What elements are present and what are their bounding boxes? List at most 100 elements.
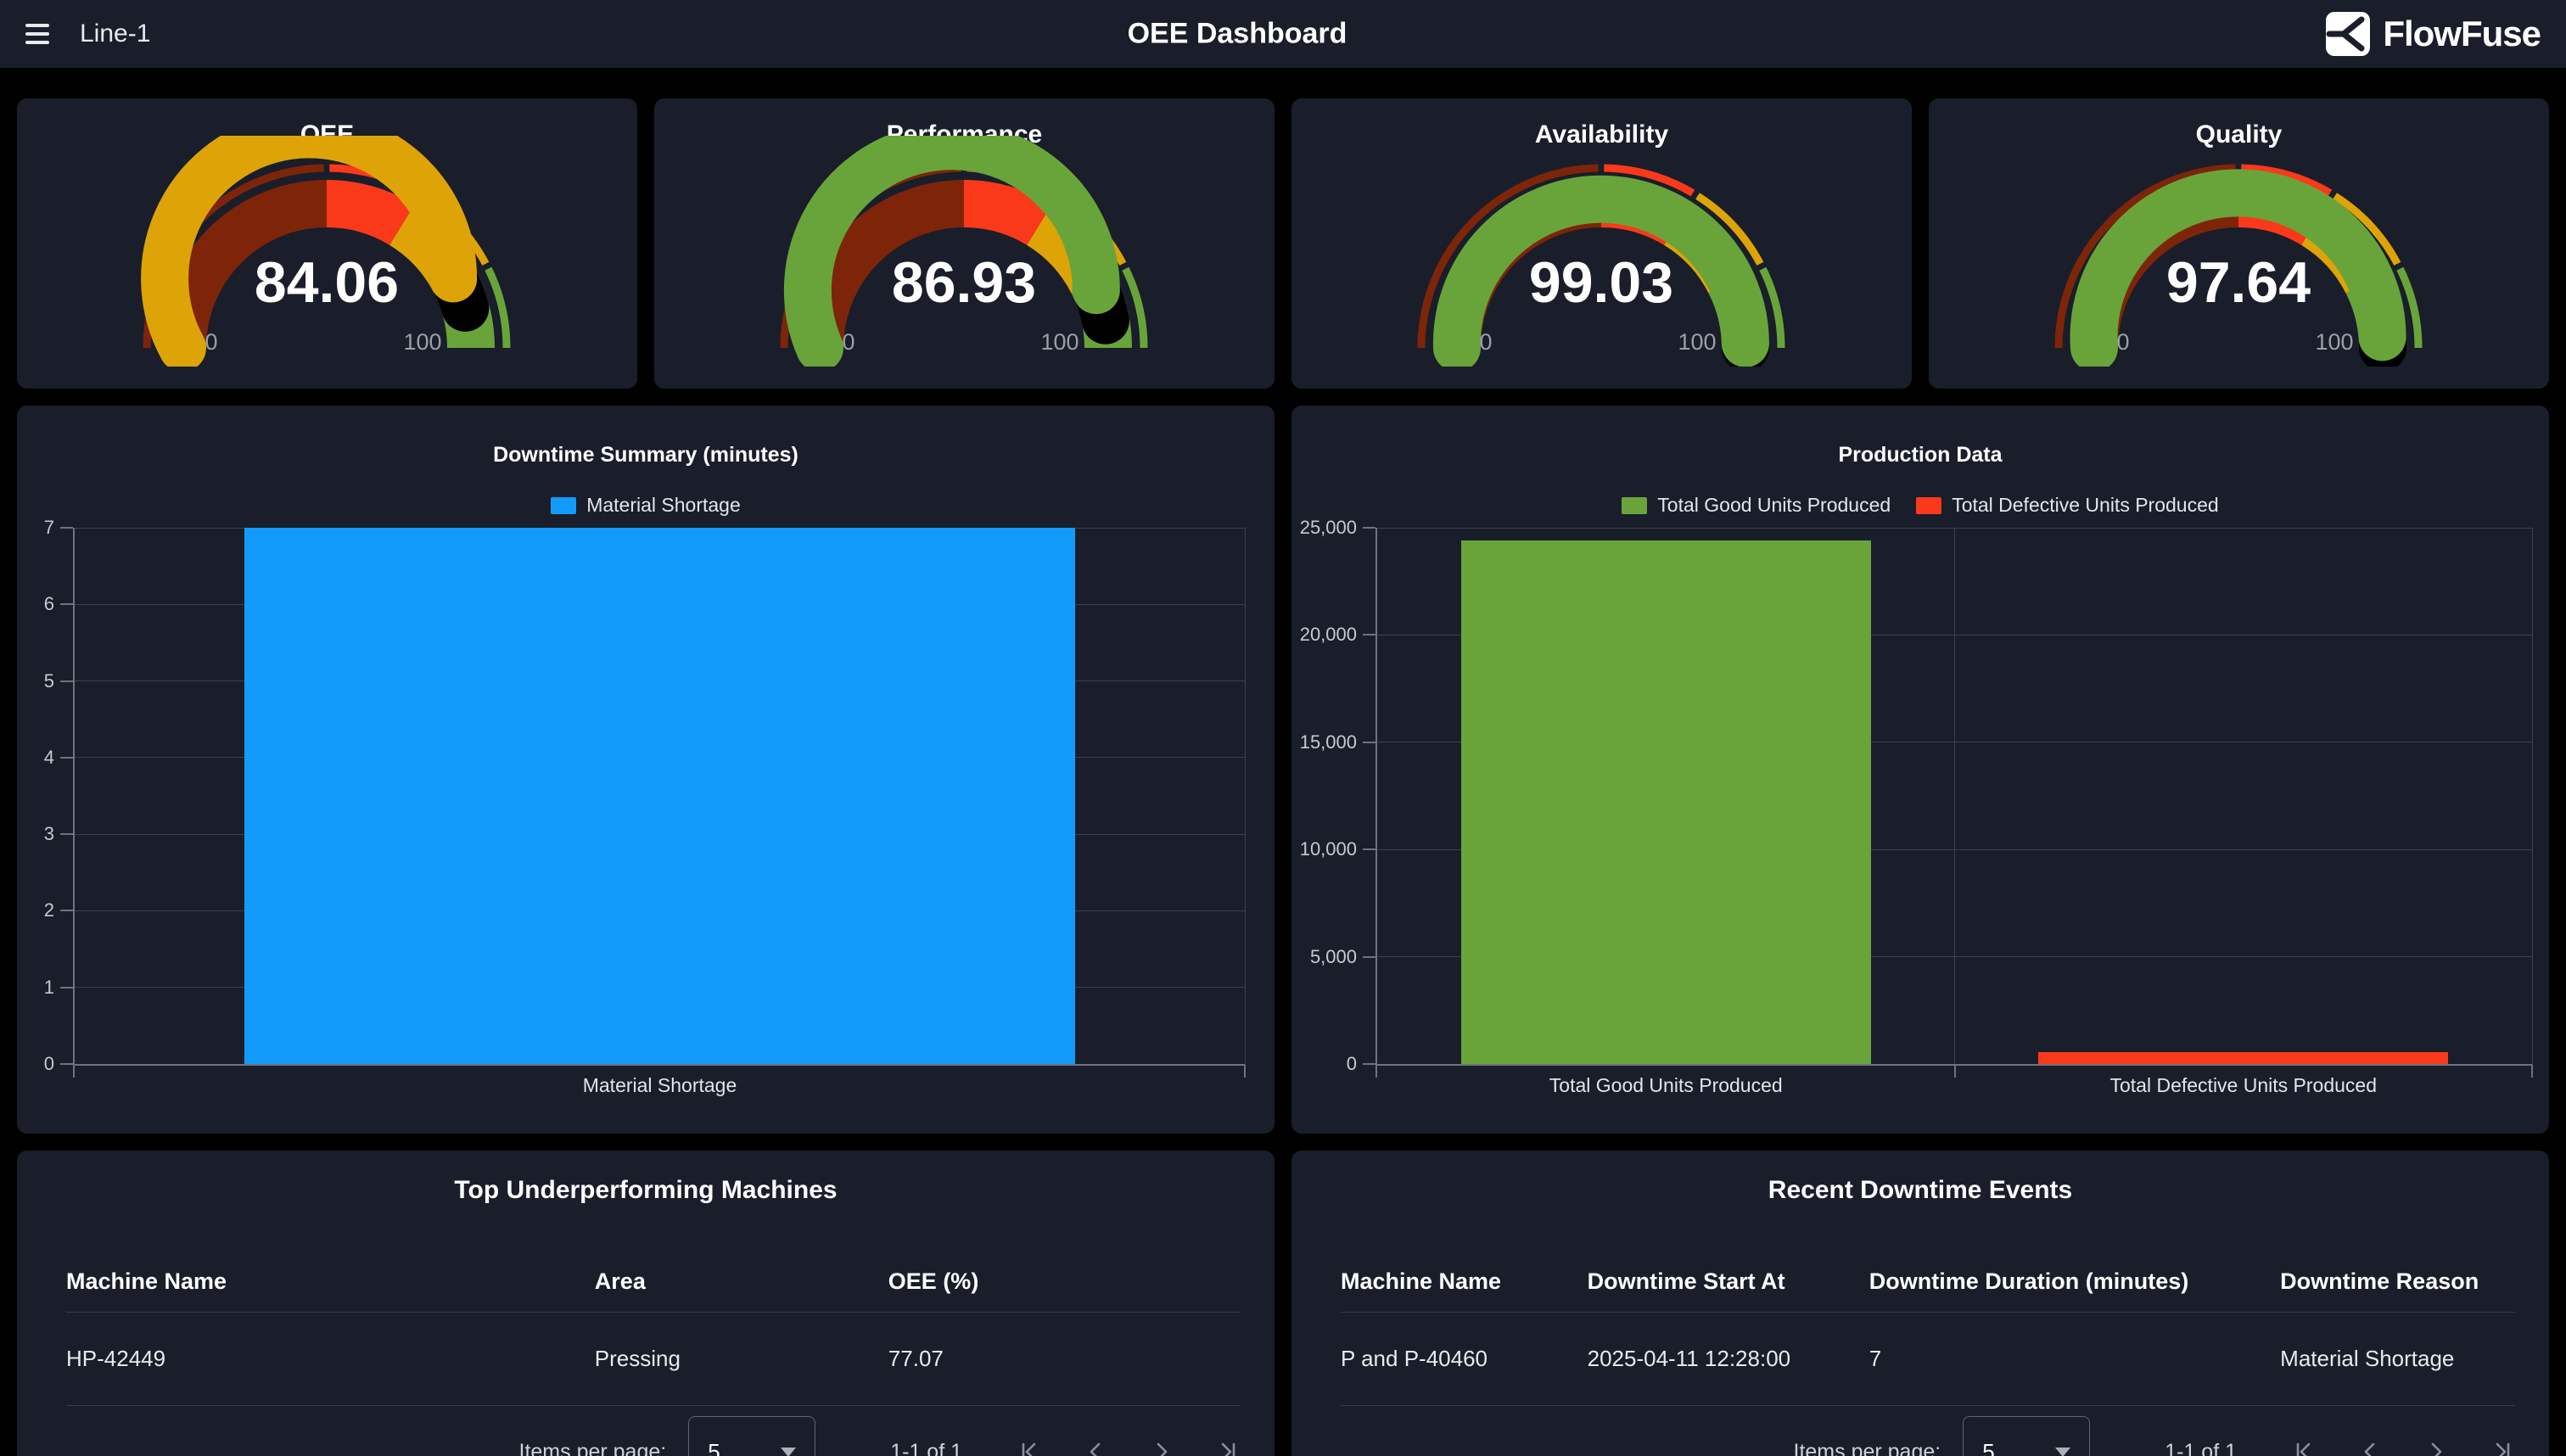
nav-label: Line-1 [80,20,151,48]
gauge-value-arc [141,136,478,367]
column-header: Area [594,1268,646,1294]
y-tick-label: 2 [43,899,54,921]
y-tick-label: 5,000 [1309,945,1357,967]
gauge-min-label: 0 [204,329,217,355]
y-tick-label: 0 [43,1053,54,1074]
y-axis-tick [60,986,73,988]
last-page-icon[interactable] [1215,1439,1241,1456]
items-per-page-select[interactable]: 5 [688,1416,816,1456]
next-page-icon[interactable] [1149,1439,1174,1456]
y-axis-tick [60,527,73,529]
y-tick-label: 25,000 [1299,517,1357,538]
x-category-label: Material Shortage [582,1074,737,1096]
gauge-title: Availability [1534,120,1669,148]
next-page-icon[interactable] [2423,1439,2449,1456]
table-footer: Items per page: 5 1-1 of 1 [66,1405,1241,1456]
chart-title: Production Data [1838,443,2003,467]
column-header: Machine Name [1341,1268,1502,1294]
page-size-value: 5 [1982,1438,1995,1456]
flowfuse-icon [2326,12,2371,56]
legend-item[interactable]: Total Good Units Produced [1622,494,1891,517]
y-tick-label: 5 [43,669,54,692]
top-underperforming-machines-card: Top Underperforming Machines Machine Nam… [17,1151,1275,1456]
chevron-down-icon [781,1447,797,1456]
table-row[interactable]: HP-42449 Pressing 77.07 [66,1312,1241,1406]
y-axis-tick [1363,1063,1375,1065]
recent-downtime-events-card: Recent Downtime Events Machine Name Down… [1291,1151,2549,1456]
table-title: Top Underperforming Machines [454,1176,838,1204]
brand-name: FlowFuse [2383,14,2541,53]
oee-gauge: 84.06 0 100 [141,136,511,367]
page-size-value: 5 [708,1438,720,1456]
y-tick-label: 0 [1346,1053,1357,1074]
y-tick-label: 7 [43,517,54,538]
y-tick-label: 15,000 [1299,731,1357,753]
gauge-track-segment [963,180,1052,246]
downtime-summary-plot: 0 1 2 3 4 5 6 7 Material Shortage [44,517,1246,1096]
gauge-threshold-ring [1759,266,1785,349]
last-page-icon[interactable] [2490,1439,2515,1456]
pagination-controls [1017,1439,1241,1456]
production-data-plot: 0 5,000 10,000 15,000 20,000 25,000 Total Good… [1300,517,2533,1096]
gauge-max-label: 100 [1678,329,1716,355]
prev-page-icon[interactable] [2357,1439,2383,1456]
gauge-threshold-ring [485,266,511,349]
legend-swatch [551,496,577,514]
y-axis-tick [60,680,73,682]
legend-label: Total Good Units Produced [1657,494,1891,516]
pagination-range: 1-1 of 1 [2165,1439,2237,1456]
table-row[interactable]: P and P-40460 2025-04-11 12:28:00 7 Mate… [1341,1312,2515,1406]
items-per-page-select[interactable]: 5 [1963,1416,2091,1456]
x-category-label: Total Good Units Produced [1549,1074,1783,1096]
gauge-min-label: 0 [842,329,854,355]
table-title: Recent Downtime Events [1768,1176,2073,1204]
gauge-value-arc [783,136,1120,367]
gauge-card-quality: Quality 97.64 0 100 [1929,98,2549,389]
page-title: OEE Dashboard [1127,17,1347,50]
legend-label: Total Defective Units Produced [1952,494,2219,516]
gauge-value: 99.03 [1529,250,1673,315]
y-axis-tick [60,756,73,759]
first-page-icon[interactable] [1017,1439,1042,1456]
gauge-threshold-ring [2333,193,2401,266]
gauge-min-label: 0 [2116,329,2129,355]
y-tick-label: 6 [43,593,54,615]
bar[interactable] [2038,1052,2449,1064]
gauge-card-availability: Availability 99.03 0 100 [1291,98,1912,389]
cell-downtime-reason: Material Shortage [2280,1345,2455,1371]
first-page-icon[interactable] [2291,1439,2317,1456]
column-header: Downtime Duration (minutes) [1868,1268,2189,1294]
bar[interactable] [244,528,1076,1064]
x-axis-tick [1375,1066,1377,1078]
gauge-threshold-ring [1122,266,1148,349]
legend-item[interactable]: Material Shortage [551,494,741,517]
cell-machine-name: HP-42449 [66,1345,166,1371]
cell-area: Pressing [594,1345,681,1371]
gauge-card-performance: Performance 86.93 0 100 [654,98,1275,389]
hamburger-menu-icon[interactable] [25,24,49,44]
y-axis-tick [1363,527,1375,529]
bar[interactable] [1460,540,1871,1064]
y-tick-label: 20,000 [1299,624,1357,646]
performance-gauge: 86.93 0 100 [780,136,1148,367]
gauge-track-segment [326,180,415,246]
app-bar: Line-1 OEE Dashboard FlowFuse [0,0,2566,68]
legend-swatch [1622,496,1648,514]
x-axis-tick [1244,1066,1246,1078]
cell-downtime-duration: 7 [1868,1345,1882,1371]
gauge-value-arc [1432,175,1769,367]
brand-logo: FlowFuse [2325,11,2541,57]
y-axis-tick [60,603,73,606]
column-header: Machine Name [66,1268,227,1294]
y-tick-label: 4 [43,746,54,768]
category-gridline [1954,528,1955,1064]
gauge-threshold-ring [2054,164,2236,349]
prev-page-icon[interactable] [1083,1439,1108,1456]
y-axis-tick [1363,848,1375,851]
legend-item[interactable]: Total Defective Units Produced [1916,494,2219,517]
gauge-value: 86.93 [892,250,1036,315]
gauge-threshold-ring [1695,193,1764,266]
y-tick-label: 3 [43,823,54,845]
y-axis-tick [60,833,73,836]
